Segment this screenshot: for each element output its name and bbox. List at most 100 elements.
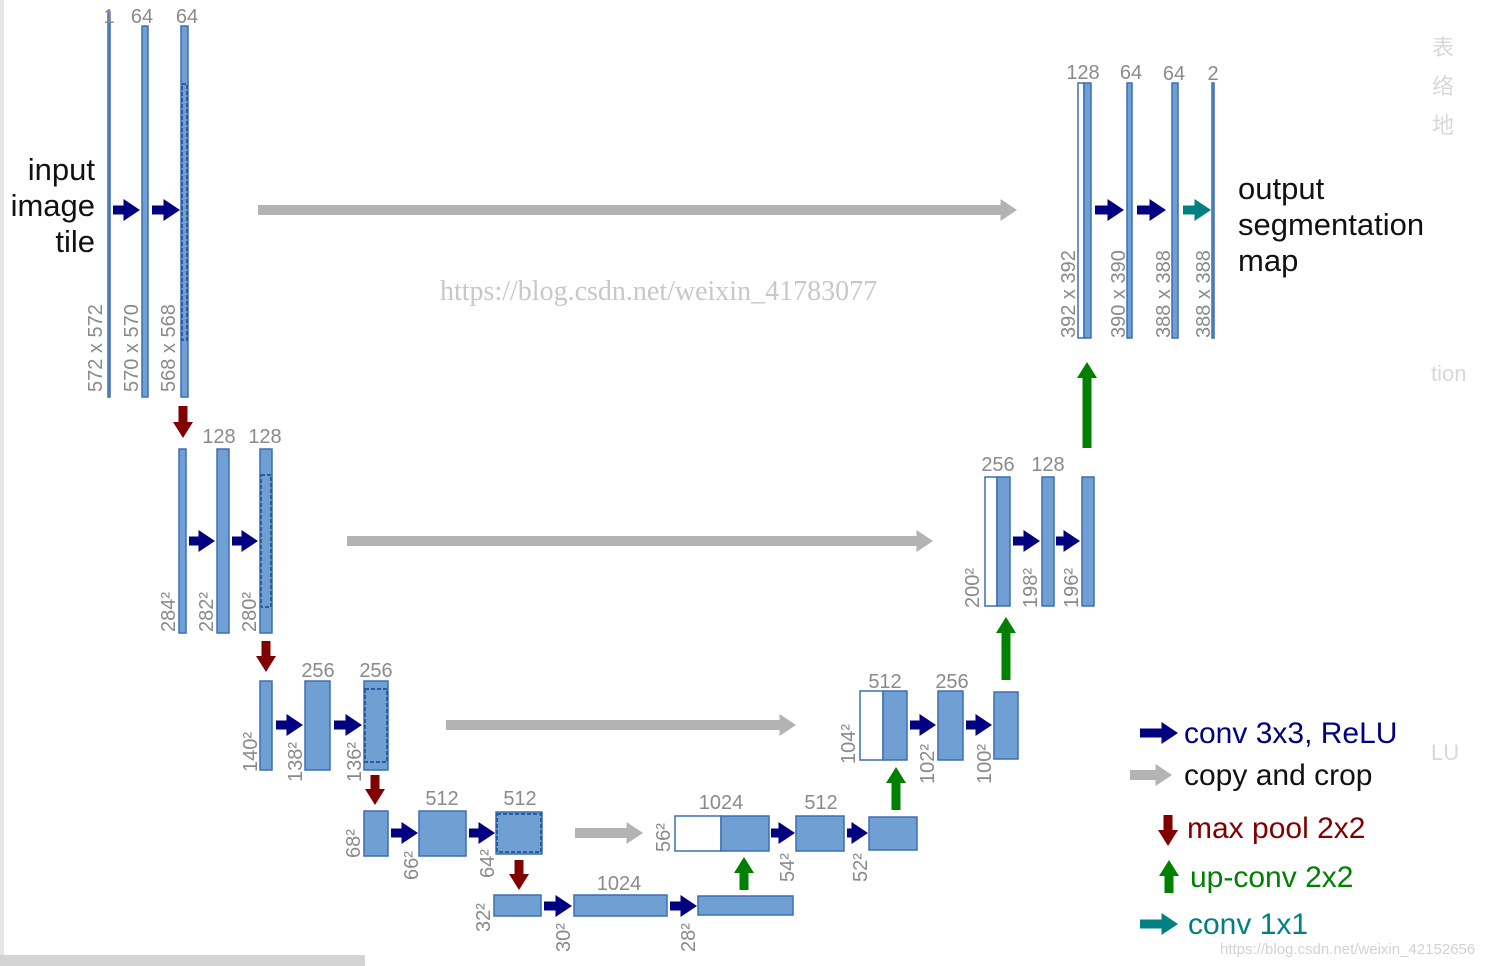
spatial-size-label: 392 x 392 [1058,250,1080,338]
channel-count-label: 128 [202,426,235,448]
feature-map [937,690,964,761]
conv3x3-arrow-icon [910,714,936,736]
feature-map [495,811,543,855]
spatial-size-label: 104² [838,724,860,764]
channel-count-label: 256 [359,660,392,682]
spatial-size-label: 68² [343,829,365,858]
conv3x3-arrow-icon [391,822,418,844]
feature-map [868,816,918,851]
left-strip [0,0,4,955]
channel-count-label: 128 [1031,454,1064,476]
output-label-line: map [1238,243,1298,278]
spatial-size-label: 200² [962,568,984,608]
feature-map [795,815,845,852]
conv3x3-arrow-icon [1137,199,1166,221]
legend-conv1x1-arrow-icon [1140,913,1178,935]
spatial-size-label: 56² [653,823,675,852]
upconv-arrow-icon [996,617,1016,680]
spatial-size-label: 570 x 570 [121,304,143,392]
feature-map [993,691,1019,760]
legend-label-maxpool: max pool 2x2 [1187,812,1365,845]
spatial-size-label: 102² [917,744,939,784]
spatial-size-label: 198² [1020,568,1042,608]
spatial-size-label: 28² [678,923,700,952]
conv3x3-arrow-icon [670,895,697,917]
spatial-size-label: 390 x 390 [1108,250,1130,338]
legend-conv3x3-arrow-icon [1140,722,1178,744]
conv1x1-arrow-icon [1183,199,1211,221]
upconv-arrow-icon [1077,362,1097,448]
side-fragment: tion [1431,361,1466,386]
upconv-arrow-icon [886,767,906,810]
conv3x3-arrow-icon [544,895,572,917]
legend-label-upconv: up-conv 2x2 [1190,861,1353,894]
spatial-size-label: 30² [553,923,575,952]
feature-maps [107,11,1215,917]
feature-map [178,448,187,634]
channel-count-label: 256 [981,454,1014,476]
spatial-size-label: 100² [974,744,996,784]
feature-map [259,680,273,771]
feature-map [107,11,111,398]
channel-count-label: 1024 [597,873,642,895]
conv3x3-arrow-icon [1095,199,1124,221]
crop-region [181,83,188,341]
legend-upconv-arrow-icon [1159,860,1179,893]
output-label-line: segmentation [1238,207,1424,242]
feature-map [141,25,149,398]
feature-map [882,690,908,761]
channel-count-label: 64 [1163,63,1185,85]
conv3x3-arrow-icon [189,530,215,552]
crop-region [496,813,542,853]
feature-map [216,448,230,634]
conv3x3-arrow-icon [334,714,362,736]
feature-map [418,810,467,857]
spatial-size-label: 572 x 572 [85,304,107,392]
feature-map [493,894,542,917]
feature-map [363,680,389,771]
legend-copy-crop-arrow-icon [1130,764,1172,786]
conv3x3-arrow-icon [113,199,140,221]
feature-map [1083,82,1092,339]
feature-map [363,810,389,857]
spatial-size-label: 54² [777,853,799,882]
spatial-size-label: 388 x 388 [1193,250,1215,338]
feature-map [573,894,668,917]
channel-count-label: 128 [248,426,281,448]
copy-crop-arrow-icon [347,530,933,552]
spatial-size-label: 196² [1061,568,1083,608]
watermark-text: https://blog.csdn.net/weixin_41783077 [440,276,877,307]
spatial-size-label: 138² [285,742,307,782]
copy-crop-arrow-icon [258,199,1017,221]
spatial-size-label: 284² [158,592,180,632]
spatial-size-label: 136² [344,742,366,782]
channel-count-label: 1024 [699,792,744,814]
channel-count-label: 128 [1066,62,1099,84]
feature-map [674,815,722,852]
spatial-size-label: 140² [240,732,262,772]
legend-label-conv3x3: conv 3x3, ReLU [1184,717,1397,750]
spatial-size-label: 52² [850,853,872,882]
spatial-size-label: 32² [473,903,495,932]
maxpool-arrow-icon [509,860,529,890]
input-label: input image tile [11,152,96,259]
operation-arrows [113,199,1211,935]
input-label-line: tile [55,224,95,259]
spatial-size-label: 282² [196,592,218,632]
conv3x3-arrow-icon [232,530,258,552]
channel-count-label: 256 [935,671,968,693]
feature-map [1211,82,1215,339]
bottom-strip [0,955,365,966]
conv3x3-arrow-icon [1056,530,1080,552]
feature-map [1126,82,1133,339]
input-label-line: input [28,152,96,187]
spatial-size-label: 66² [401,851,423,880]
channel-count-label: 512 [868,671,901,693]
conv3x3-arrow-icon [847,822,868,844]
channel-count-label: 512 [425,788,458,810]
input-label-line: image [11,188,95,223]
spatial-size-label: 64² [477,849,499,878]
copy-crop-arrow-icon [446,714,796,736]
feature-map [304,680,331,771]
maxpool-arrow-icon [173,406,193,438]
